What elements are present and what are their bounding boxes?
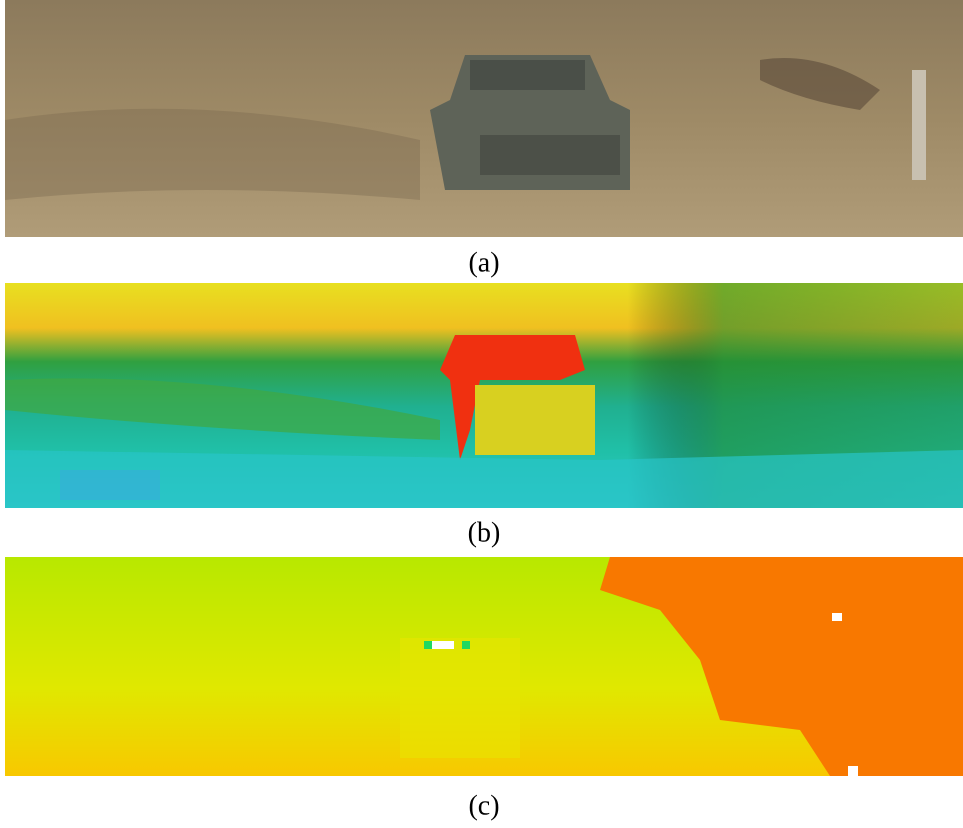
caption: (a)	[468, 247, 499, 278]
caption: (b)	[468, 517, 501, 548]
truck-region	[400, 638, 520, 758]
panel-b	[5, 283, 963, 508]
marker	[462, 641, 470, 649]
figure: (a) (b) (c)	[0, 0, 963, 828]
hole	[432, 641, 454, 649]
blue-patch	[60, 470, 160, 500]
page: (a) (b) (c) (() => { const data = JSON.p…	[0, 0, 963, 828]
panel-c	[5, 557, 963, 776]
hole	[848, 766, 858, 776]
hole	[832, 613, 842, 621]
tree	[912, 70, 926, 180]
truck-body	[475, 385, 595, 455]
marker	[424, 641, 432, 649]
truck-grille	[480, 135, 620, 175]
panel-a	[5, 0, 963, 237]
caption: (c)	[468, 790, 499, 821]
truck-window	[470, 60, 585, 90]
